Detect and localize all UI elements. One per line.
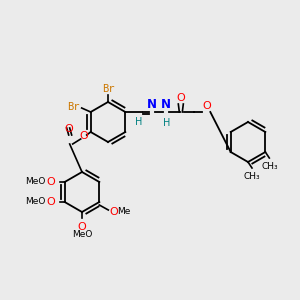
- Text: MeO: MeO: [25, 178, 46, 187]
- Text: N: N: [147, 98, 157, 111]
- Text: N: N: [161, 98, 171, 111]
- Text: MeO: MeO: [25, 197, 46, 206]
- Text: O: O: [109, 207, 118, 217]
- Text: CH₃: CH₃: [244, 172, 260, 181]
- Text: MeO: MeO: [72, 230, 92, 239]
- Text: O: O: [176, 93, 185, 103]
- Text: H: H: [163, 118, 170, 128]
- Text: O: O: [64, 124, 73, 134]
- Text: O: O: [79, 131, 88, 141]
- Text: O: O: [46, 197, 55, 207]
- Text: O: O: [78, 222, 86, 232]
- Text: H: H: [135, 117, 142, 127]
- Text: Br: Br: [67, 102, 80, 112]
- Text: O: O: [46, 177, 55, 187]
- Text: CH₃: CH₃: [261, 162, 278, 171]
- Text: Br: Br: [102, 84, 114, 94]
- Text: Me: Me: [117, 208, 131, 217]
- Text: O: O: [202, 101, 211, 111]
